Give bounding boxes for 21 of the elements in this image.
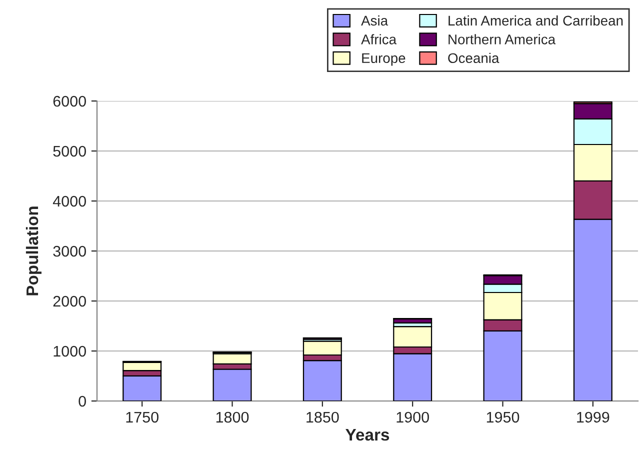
legend-label: Latin America and Carribean xyxy=(448,15,623,26)
legend-label: Asia xyxy=(361,15,388,26)
x-tick-label: 1750 xyxy=(126,412,158,423)
x-tick-label: 1950 xyxy=(486,412,520,423)
y-tick-label: 3000 xyxy=(53,246,86,257)
x-tick-label: 1800 xyxy=(216,412,249,423)
y-tick-label: 2000 xyxy=(53,296,86,307)
y-tick-label: 6000 xyxy=(53,96,86,107)
y-axis-title: Popullation xyxy=(26,206,42,296)
y-tick-label: 1000 xyxy=(54,346,86,357)
x-tick-label: 1850 xyxy=(306,412,339,423)
x-tick-label: 1999 xyxy=(577,412,610,423)
legend-label: Oceania xyxy=(448,52,500,64)
legend-label: Northern America xyxy=(448,34,556,44)
x-axis-title: Years xyxy=(346,429,390,441)
y-tick-label: 0 xyxy=(78,396,86,407)
legend-label: Africa xyxy=(361,34,397,44)
legend-label: Europe xyxy=(362,53,406,66)
y-tick-label: 5000 xyxy=(53,146,86,157)
x-tick-label: 1900 xyxy=(396,412,429,423)
y-tick-label: 4000 xyxy=(52,196,86,207)
